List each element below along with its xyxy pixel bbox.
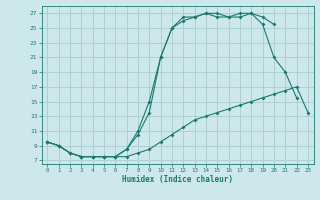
X-axis label: Humidex (Indice chaleur): Humidex (Indice chaleur) [122, 175, 233, 184]
